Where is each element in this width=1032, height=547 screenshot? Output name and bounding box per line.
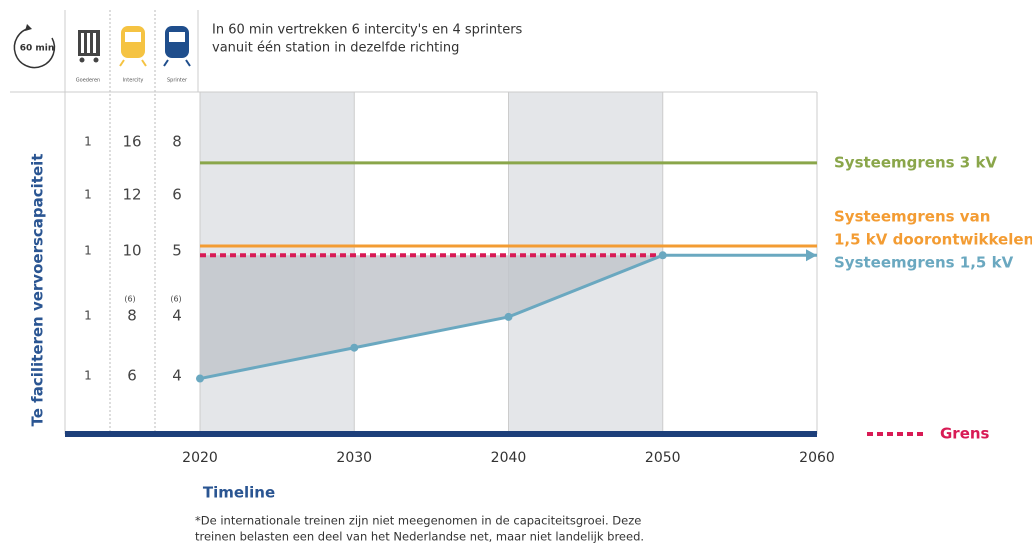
footnote: *De internationale treinen zijn niet mee… bbox=[195, 514, 641, 528]
table-cell: 6 bbox=[172, 186, 182, 204]
line-label: Systeemgrens 1,5 kV bbox=[834, 254, 1014, 272]
table-cell: 8 bbox=[172, 133, 182, 151]
table-cell: 12 bbox=[122, 186, 141, 204]
table-note: (6) bbox=[170, 295, 181, 304]
x-tick-label: 2020 bbox=[182, 450, 218, 466]
intercity-icon bbox=[119, 26, 147, 67]
x-tick-label: 2030 bbox=[336, 450, 372, 466]
x-axis-label: Timeline bbox=[203, 484, 275, 502]
table-cell: 8 bbox=[127, 307, 137, 325]
table-cell: 16 bbox=[122, 133, 141, 151]
column-label: Sprinter bbox=[167, 78, 188, 84]
data-point bbox=[504, 312, 513, 321]
table-cell: 1 bbox=[84, 135, 92, 149]
line-label: Systeemgrens 3 kV bbox=[834, 154, 997, 172]
column-label: Goederen bbox=[76, 78, 100, 84]
table-cell: 4 bbox=[172, 307, 182, 325]
table-cell: 1 bbox=[84, 309, 92, 323]
footnote: treinen belasten een deel van het Nederl… bbox=[195, 530, 644, 544]
x-tick-label: 2060 bbox=[799, 450, 835, 466]
header-text: In 60 min vertrekken 6 intercity's en 4 … bbox=[212, 23, 523, 38]
table-cell: 4 bbox=[172, 367, 182, 385]
clock-icon bbox=[13, 27, 56, 69]
table-cell: 5 bbox=[172, 242, 182, 260]
x-tick-label: 2050 bbox=[645, 450, 681, 466]
table-cell: 6 bbox=[127, 367, 137, 385]
gap-area bbox=[200, 255, 663, 379]
table-cell: 10 bbox=[122, 242, 141, 260]
table-cell: 1 bbox=[84, 369, 92, 383]
sprinter-icon bbox=[163, 26, 191, 67]
arrow-head bbox=[806, 249, 817, 262]
data-point bbox=[196, 374, 204, 383]
clock-label: 60 min bbox=[20, 44, 55, 54]
line-label: 1,5 kV doorontwikkelen bbox=[834, 231, 1032, 249]
table-cell: 1 bbox=[84, 244, 92, 258]
clock-arrow bbox=[25, 24, 32, 31]
legend-label: Grens bbox=[940, 425, 990, 443]
y-axis-label: Te faciliteren vervoerscapaciteit bbox=[29, 154, 47, 427]
data-point bbox=[350, 343, 359, 352]
line-label: Systeemgrens van bbox=[834, 208, 990, 226]
goederen-icon bbox=[78, 30, 100, 63]
table-cell: 1 bbox=[84, 188, 92, 202]
x-tick-label: 2040 bbox=[491, 450, 527, 466]
header-text: vanuit één station in dezelfde richting bbox=[212, 41, 459, 56]
table-note: (6) bbox=[124, 295, 135, 304]
header: 60 min Goederen Intercity Sprinter In 60… bbox=[10, 10, 817, 434]
column-label: Intercity bbox=[123, 78, 144, 84]
base-bar bbox=[65, 431, 817, 437]
data-point bbox=[658, 251, 667, 260]
